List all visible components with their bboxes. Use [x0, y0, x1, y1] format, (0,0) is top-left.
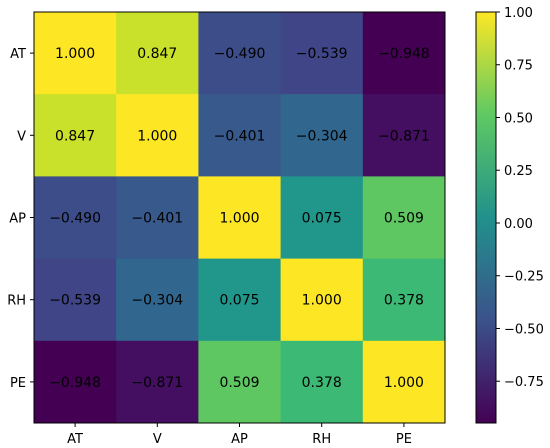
heatmap-cell — [362, 12, 446, 95]
x-tick-label: PE — [396, 432, 412, 447]
cell-value-label: 0.378 — [384, 293, 424, 309]
cell-value-label: −0.304 — [296, 128, 348, 144]
heatmap-cell — [116, 258, 199, 342]
heatmap-cell — [280, 176, 364, 260]
colorbar: 1.00 0.75 0.50 0.25 0.00 −0.25 −0.50 −0.75 — [475, 6, 544, 424]
colorbar-tick-label: −0.75 — [504, 375, 544, 390]
heatmap-cell — [280, 12, 364, 95]
colorbar-frame — [475, 11, 497, 424]
x-tick-label: RH — [312, 432, 331, 447]
colorbar-gradient — [476, 12, 496, 423]
heatmap-cell — [198, 176, 282, 260]
heatmap-cell — [198, 12, 282, 95]
cell-value-label: −0.871 — [378, 128, 430, 144]
heatmap-cell — [34, 340, 117, 424]
cell-value-label: 0.847 — [55, 128, 95, 144]
heatmap-cell — [116, 176, 199, 260]
cell-value-label: 1.000 — [384, 375, 424, 391]
x-tick-label: AP — [231, 432, 248, 447]
y-tick-label: AP — [9, 212, 26, 227]
cell-value-label: 0.847 — [137, 46, 177, 62]
heatmap-cell — [362, 176, 446, 260]
colorbar-tick-label: 0.00 — [504, 217, 533, 232]
colorbar-tick-label: 0.25 — [504, 164, 533, 179]
heatmap-cell — [116, 94, 199, 177]
cell-value-label: 0.075 — [219, 293, 259, 309]
heatmap-cells — [34, 12, 446, 424]
colorbar-ticks: 1.00 0.75 0.50 0.25 0.00 −0.25 −0.50 −0.75 — [496, 6, 544, 390]
heatmap-cell — [362, 258, 446, 342]
heatmap-cell — [280, 258, 364, 342]
heatmap-cell — [34, 94, 117, 177]
y-axis: AT V AP RH PE — [7, 47, 34, 391]
cell-value-label: 0.509 — [384, 211, 424, 227]
colorbar-tick-label: 1.00 — [504, 6, 533, 21]
cell-value-label: −0.490 — [214, 46, 266, 62]
cell-value-label: −0.539 — [296, 46, 348, 62]
colorbar-tick-label: 0.50 — [504, 111, 533, 126]
heatmap-cell — [198, 94, 282, 177]
cell-value-label: −0.871 — [131, 375, 183, 391]
heatmap-cell — [198, 258, 282, 342]
y-tick-label: RH — [7, 294, 26, 309]
heatmap-cell — [362, 340, 446, 424]
cell-value-label: −0.948 — [49, 375, 101, 391]
x-tick-label: V — [153, 432, 162, 447]
cell-value-label: 1.000 — [219, 211, 259, 227]
cell-value-label: −0.490 — [49, 211, 101, 227]
heatmap-cell — [280, 340, 364, 424]
cell-value-label: 1.000 — [137, 128, 177, 144]
heatmap-cell — [280, 94, 364, 177]
heatmap-cell — [34, 12, 117, 95]
colorbar-tick-label: 0.75 — [504, 59, 533, 74]
x-axis: AT V AP RH PE — [67, 423, 412, 447]
heatmap-cell — [116, 12, 199, 95]
cell-value-label: 0.509 — [219, 375, 259, 391]
cell-value-label: 1.000 — [55, 46, 95, 62]
heatmap-cell — [34, 258, 117, 342]
cell-value-label: −0.539 — [49, 293, 101, 309]
heatmap-cell — [116, 340, 199, 424]
heatmap-cell — [198, 340, 282, 424]
heatmap-cell-labels: 1.000 0.847 −0.490 −0.539 −0.948 0.847 1.000 −0… — [49, 46, 430, 391]
heatmap-cell — [34, 176, 117, 260]
cell-value-label: −0.948 — [378, 46, 430, 62]
colorbar-tick-label: −0.25 — [504, 270, 544, 285]
colorbar-tick-label: −0.50 — [504, 322, 544, 337]
cell-value-label: 0.075 — [302, 211, 342, 227]
cell-value-label: −0.401 — [214, 128, 266, 144]
cell-value-label: −0.401 — [131, 211, 183, 227]
y-tick-label: AT — [10, 47, 26, 62]
y-tick-label: PE — [10, 376, 26, 391]
heatmap-cell — [362, 94, 446, 177]
cell-value-label: 0.378 — [302, 375, 342, 391]
cell-value-label: 1.000 — [302, 293, 342, 309]
cell-value-label: −0.304 — [131, 293, 183, 309]
x-tick-label: AT — [67, 432, 83, 447]
y-tick-label: V — [17, 129, 26, 144]
